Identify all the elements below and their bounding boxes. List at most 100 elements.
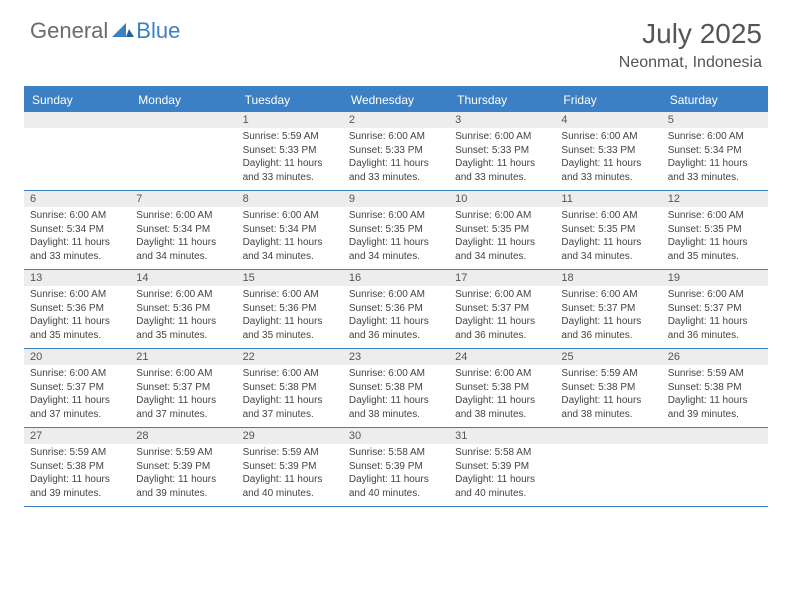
sunrise-line: Sunrise: 6:00 AM bbox=[243, 367, 337, 381]
daylight-line: Daylight: 11 hours and 40 minutes. bbox=[455, 473, 549, 500]
daylight-line: Daylight: 11 hours and 33 minutes. bbox=[561, 157, 655, 184]
day-number: 6 bbox=[24, 191, 130, 207]
calendar-cell: 19Sunrise: 6:00 AMSunset: 5:37 PMDayligh… bbox=[662, 270, 768, 348]
sunset-line: Sunset: 5:34 PM bbox=[243, 223, 337, 237]
sunrise-line: Sunrise: 6:00 AM bbox=[561, 209, 655, 223]
cell-body: Sunrise: 6:00 AMSunset: 5:36 PMDaylight:… bbox=[343, 286, 449, 348]
day-header-sunday: Sunday bbox=[24, 88, 130, 112]
sunset-line: Sunset: 5:34 PM bbox=[668, 144, 762, 158]
weeks-container: 1Sunrise: 5:59 AMSunset: 5:33 PMDaylight… bbox=[24, 112, 768, 507]
month-title: July 2025 bbox=[619, 18, 762, 50]
day-number: 7 bbox=[130, 191, 236, 207]
day-headers-row: Sunday Monday Tuesday Wednesday Thursday… bbox=[24, 88, 768, 112]
sunrise-line: Sunrise: 6:00 AM bbox=[561, 130, 655, 144]
sunrise-line: Sunrise: 6:00 AM bbox=[455, 209, 549, 223]
daylight-line: Daylight: 11 hours and 36 minutes. bbox=[561, 315, 655, 342]
sunset-line: Sunset: 5:38 PM bbox=[668, 381, 762, 395]
daylight-line: Daylight: 11 hours and 34 minutes. bbox=[349, 236, 443, 263]
day-number: 30 bbox=[343, 428, 449, 444]
day-number: 14 bbox=[130, 270, 236, 286]
header: General Blue July 2025 Neonmat, Indonesi… bbox=[0, 0, 792, 80]
sunset-line: Sunset: 5:38 PM bbox=[455, 381, 549, 395]
cell-body: Sunrise: 6:00 AMSunset: 5:38 PMDaylight:… bbox=[237, 365, 343, 427]
cell-body: Sunrise: 6:00 AMSunset: 5:35 PMDaylight:… bbox=[343, 207, 449, 269]
cell-body: Sunrise: 5:59 AMSunset: 5:33 PMDaylight:… bbox=[237, 128, 343, 190]
daylight-line: Daylight: 11 hours and 40 minutes. bbox=[243, 473, 337, 500]
sunset-line: Sunset: 5:36 PM bbox=[349, 302, 443, 316]
sunrise-line: Sunrise: 6:00 AM bbox=[349, 367, 443, 381]
day-number: 18 bbox=[555, 270, 661, 286]
calendar-cell: 12Sunrise: 6:00 AMSunset: 5:35 PMDayligh… bbox=[662, 191, 768, 269]
day-number: 19 bbox=[662, 270, 768, 286]
calendar-cell: 6Sunrise: 6:00 AMSunset: 5:34 PMDaylight… bbox=[24, 191, 130, 269]
daylight-line: Daylight: 11 hours and 33 minutes. bbox=[243, 157, 337, 184]
day-number: 2 bbox=[343, 112, 449, 128]
day-header-thursday: Thursday bbox=[449, 88, 555, 112]
calendar-cell: 16Sunrise: 6:00 AMSunset: 5:36 PMDayligh… bbox=[343, 270, 449, 348]
calendar-cell: 3Sunrise: 6:00 AMSunset: 5:33 PMDaylight… bbox=[449, 112, 555, 190]
sunset-line: Sunset: 5:33 PM bbox=[455, 144, 549, 158]
daylight-line: Daylight: 11 hours and 34 minutes. bbox=[561, 236, 655, 263]
calendar-cell: 27Sunrise: 5:59 AMSunset: 5:38 PMDayligh… bbox=[24, 428, 130, 506]
cell-body: Sunrise: 5:59 AMSunset: 5:38 PMDaylight:… bbox=[555, 365, 661, 427]
cell-body: Sunrise: 6:00 AMSunset: 5:35 PMDaylight:… bbox=[555, 207, 661, 269]
day-number: 22 bbox=[237, 349, 343, 365]
calendar-cell: 15Sunrise: 6:00 AMSunset: 5:36 PMDayligh… bbox=[237, 270, 343, 348]
sunset-line: Sunset: 5:37 PM bbox=[455, 302, 549, 316]
sunset-line: Sunset: 5:34 PM bbox=[30, 223, 124, 237]
title-block: July 2025 Neonmat, Indonesia bbox=[619, 18, 762, 72]
cell-body: Sunrise: 6:00 AMSunset: 5:37 PMDaylight:… bbox=[555, 286, 661, 348]
calendar-cell: 4Sunrise: 6:00 AMSunset: 5:33 PMDaylight… bbox=[555, 112, 661, 190]
sunset-line: Sunset: 5:33 PM bbox=[561, 144, 655, 158]
calendar-cell: 21Sunrise: 6:00 AMSunset: 5:37 PMDayligh… bbox=[130, 349, 236, 427]
cell-body: Sunrise: 6:00 AMSunset: 5:33 PMDaylight:… bbox=[449, 128, 555, 190]
sunset-line: Sunset: 5:37 PM bbox=[668, 302, 762, 316]
daylight-line: Daylight: 11 hours and 38 minutes. bbox=[455, 394, 549, 421]
daylight-line: Daylight: 11 hours and 34 minutes. bbox=[136, 236, 230, 263]
sunset-line: Sunset: 5:33 PM bbox=[243, 144, 337, 158]
calendar: Sunday Monday Tuesday Wednesday Thursday… bbox=[24, 86, 768, 507]
calendar-cell: 25Sunrise: 5:59 AMSunset: 5:38 PMDayligh… bbox=[555, 349, 661, 427]
sunset-line: Sunset: 5:39 PM bbox=[455, 460, 549, 474]
sunrise-line: Sunrise: 6:00 AM bbox=[349, 209, 443, 223]
day-number: 16 bbox=[343, 270, 449, 286]
sunrise-line: Sunrise: 5:59 AM bbox=[30, 446, 124, 460]
sunrise-line: Sunrise: 6:00 AM bbox=[243, 288, 337, 302]
sunrise-line: Sunrise: 6:00 AM bbox=[30, 367, 124, 381]
cell-body: Sunrise: 6:00 AMSunset: 5:35 PMDaylight:… bbox=[449, 207, 555, 269]
daylight-line: Daylight: 11 hours and 35 minutes. bbox=[136, 315, 230, 342]
sunset-line: Sunset: 5:35 PM bbox=[349, 223, 443, 237]
calendar-cell bbox=[662, 428, 768, 506]
logo-text-general: General bbox=[30, 18, 108, 44]
calendar-cell: 13Sunrise: 6:00 AMSunset: 5:36 PMDayligh… bbox=[24, 270, 130, 348]
week-row: 13Sunrise: 6:00 AMSunset: 5:36 PMDayligh… bbox=[24, 270, 768, 349]
sunset-line: Sunset: 5:38 PM bbox=[243, 381, 337, 395]
cell-body: Sunrise: 6:00 AMSunset: 5:36 PMDaylight:… bbox=[130, 286, 236, 348]
sunrise-line: Sunrise: 6:00 AM bbox=[243, 209, 337, 223]
day-number: 31 bbox=[449, 428, 555, 444]
sunrise-line: Sunrise: 6:00 AM bbox=[349, 288, 443, 302]
day-number: 20 bbox=[24, 349, 130, 365]
day-number: 27 bbox=[24, 428, 130, 444]
calendar-cell: 1Sunrise: 5:59 AMSunset: 5:33 PMDaylight… bbox=[237, 112, 343, 190]
cell-body: Sunrise: 5:59 AMSunset: 5:38 PMDaylight:… bbox=[662, 365, 768, 427]
calendar-cell: 24Sunrise: 6:00 AMSunset: 5:38 PMDayligh… bbox=[449, 349, 555, 427]
sunset-line: Sunset: 5:37 PM bbox=[136, 381, 230, 395]
cell-body: Sunrise: 6:00 AMSunset: 5:33 PMDaylight:… bbox=[343, 128, 449, 190]
day-number bbox=[130, 112, 236, 128]
daylight-line: Daylight: 11 hours and 37 minutes. bbox=[30, 394, 124, 421]
cell-body: Sunrise: 5:58 AMSunset: 5:39 PMDaylight:… bbox=[449, 444, 555, 506]
cell-body: Sunrise: 6:00 AMSunset: 5:34 PMDaylight:… bbox=[24, 207, 130, 269]
cell-body bbox=[24, 128, 130, 186]
calendar-cell: 28Sunrise: 5:59 AMSunset: 5:39 PMDayligh… bbox=[130, 428, 236, 506]
sunrise-line: Sunrise: 6:00 AM bbox=[136, 288, 230, 302]
calendar-cell: 14Sunrise: 6:00 AMSunset: 5:36 PMDayligh… bbox=[130, 270, 236, 348]
calendar-cell bbox=[24, 112, 130, 190]
calendar-cell: 11Sunrise: 6:00 AMSunset: 5:35 PMDayligh… bbox=[555, 191, 661, 269]
daylight-line: Daylight: 11 hours and 39 minutes. bbox=[30, 473, 124, 500]
day-header-tuesday: Tuesday bbox=[237, 88, 343, 112]
cell-body: Sunrise: 5:59 AMSunset: 5:38 PMDaylight:… bbox=[24, 444, 130, 506]
sunrise-line: Sunrise: 6:00 AM bbox=[455, 288, 549, 302]
daylight-line: Daylight: 11 hours and 37 minutes. bbox=[243, 394, 337, 421]
day-number: 21 bbox=[130, 349, 236, 365]
